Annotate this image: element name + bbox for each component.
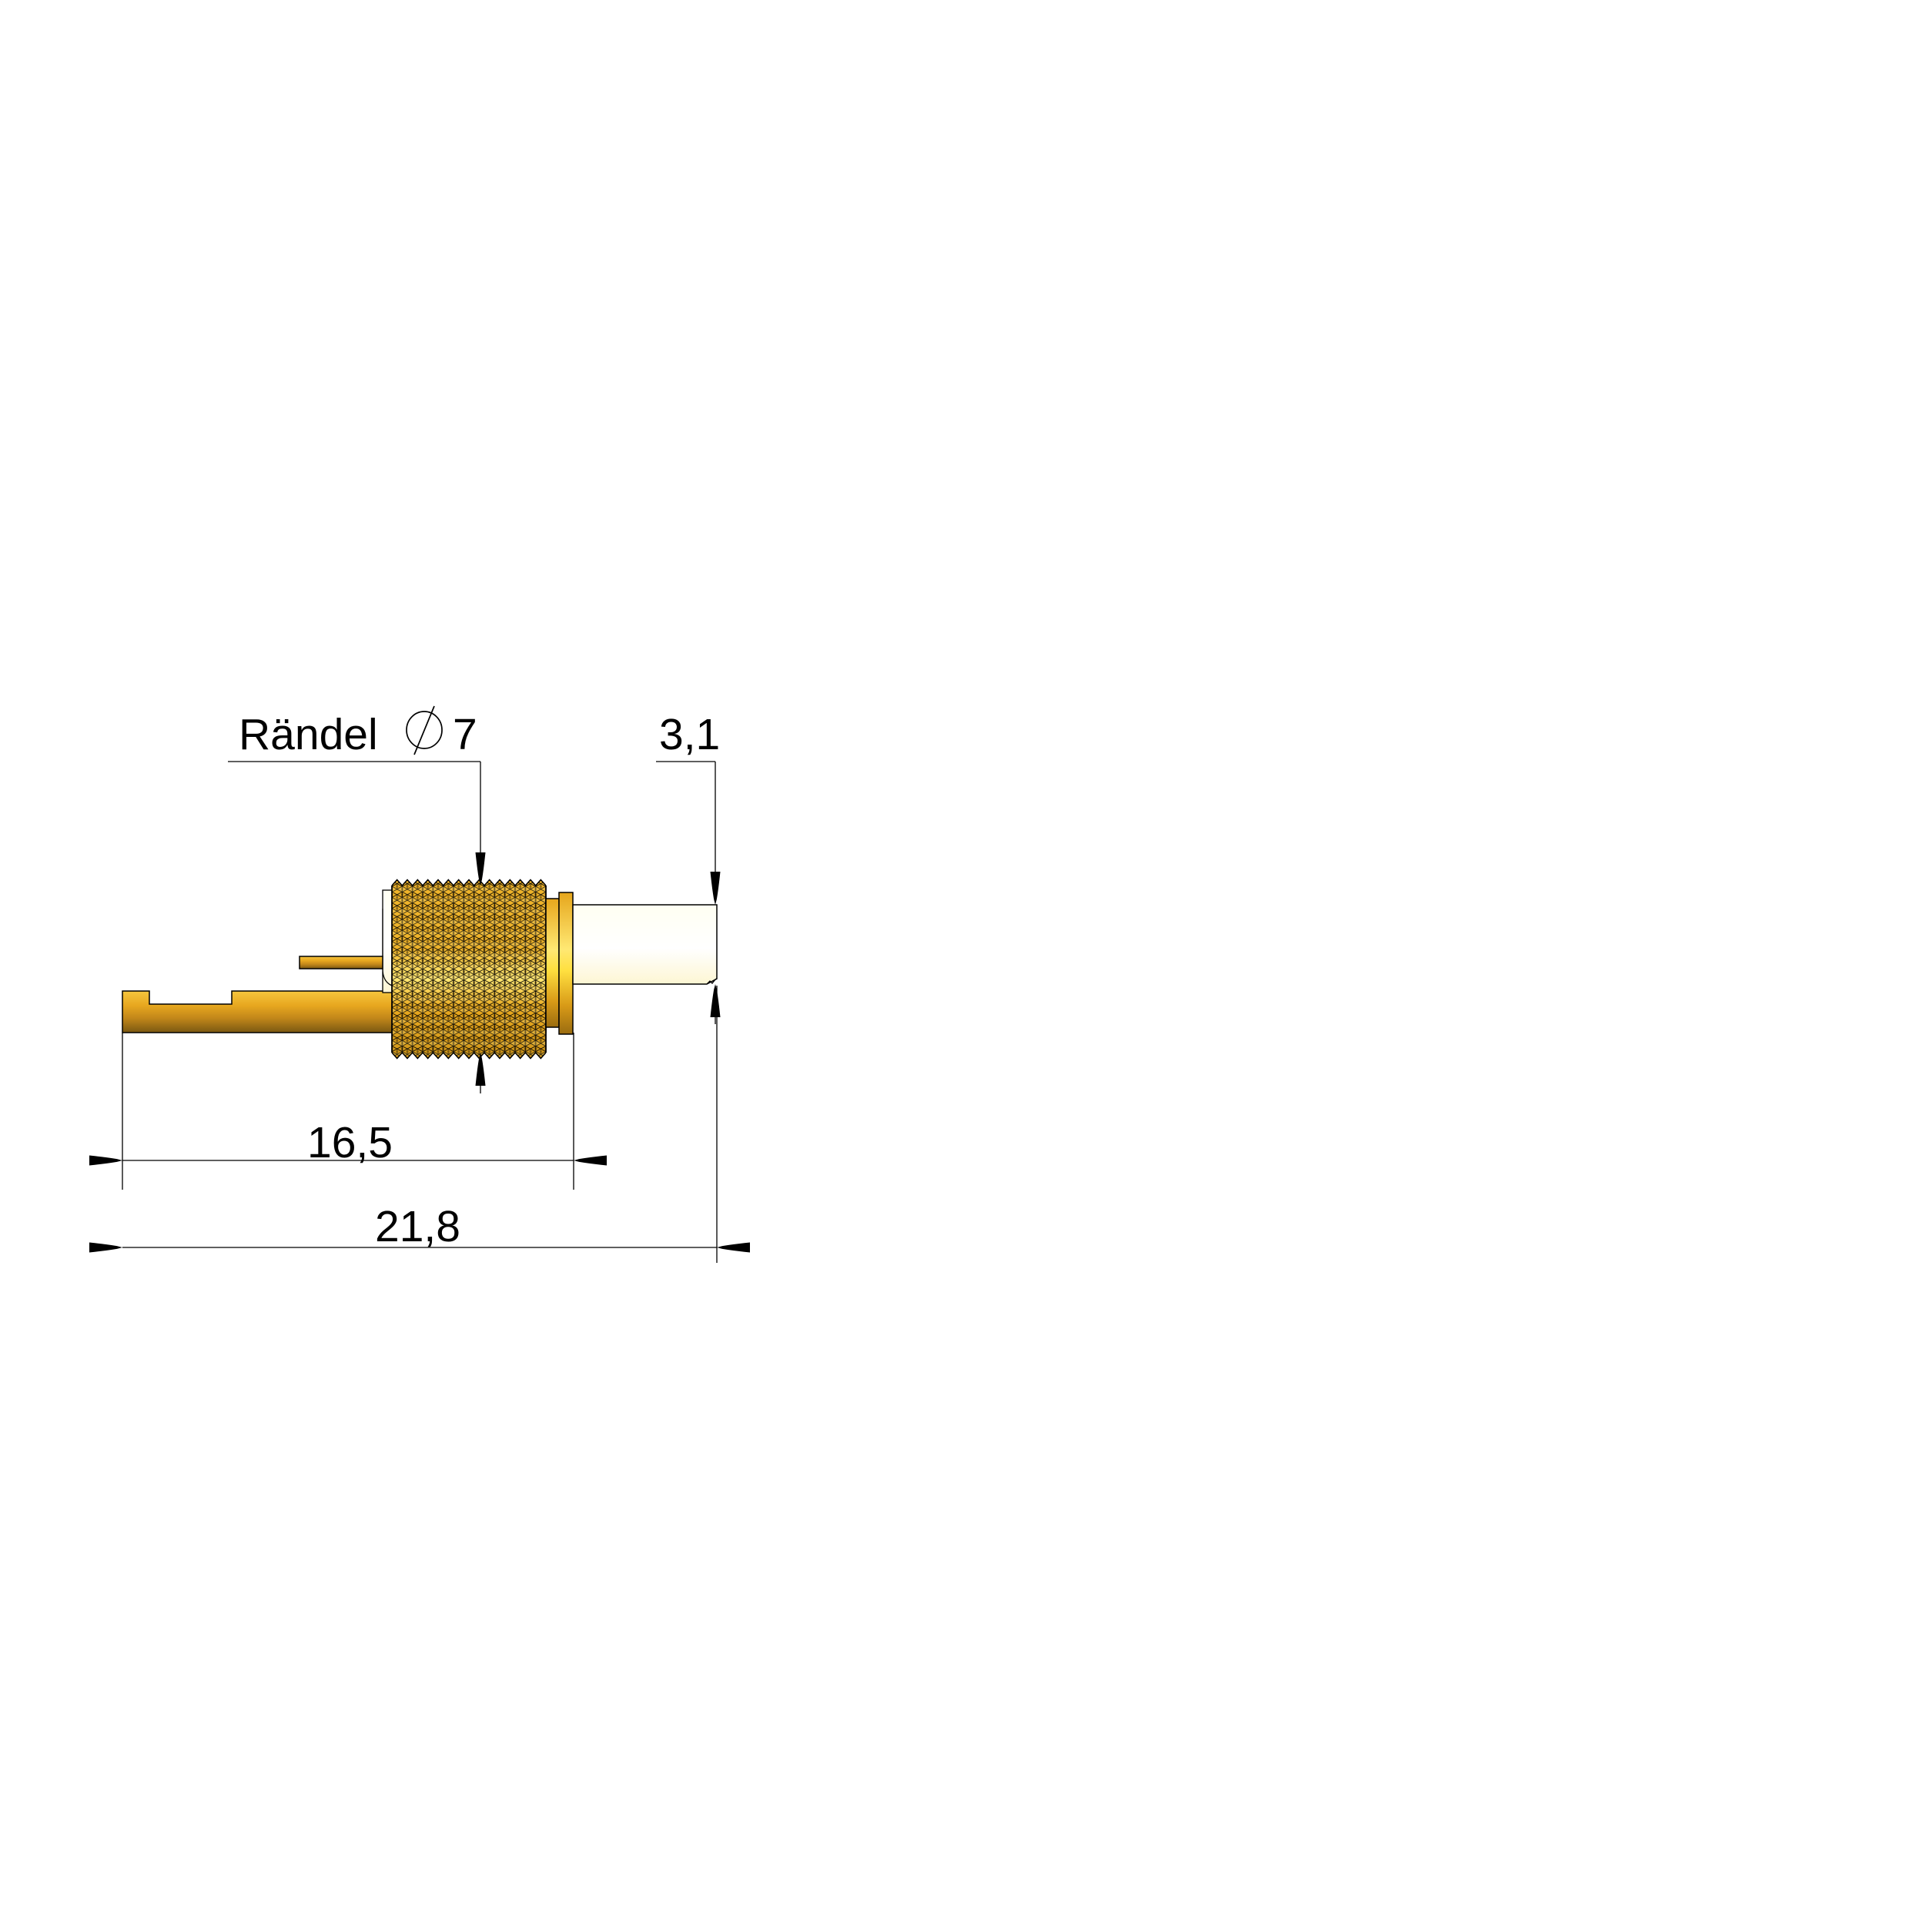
svg-text:16,5: 16,5 xyxy=(307,1118,393,1167)
svg-text:7: 7 xyxy=(453,710,477,759)
svg-text:3,1: 3,1 xyxy=(659,710,720,759)
svg-text:Rändel: Rändel xyxy=(239,710,378,759)
svg-text:21,8: 21,8 xyxy=(375,1202,460,1251)
